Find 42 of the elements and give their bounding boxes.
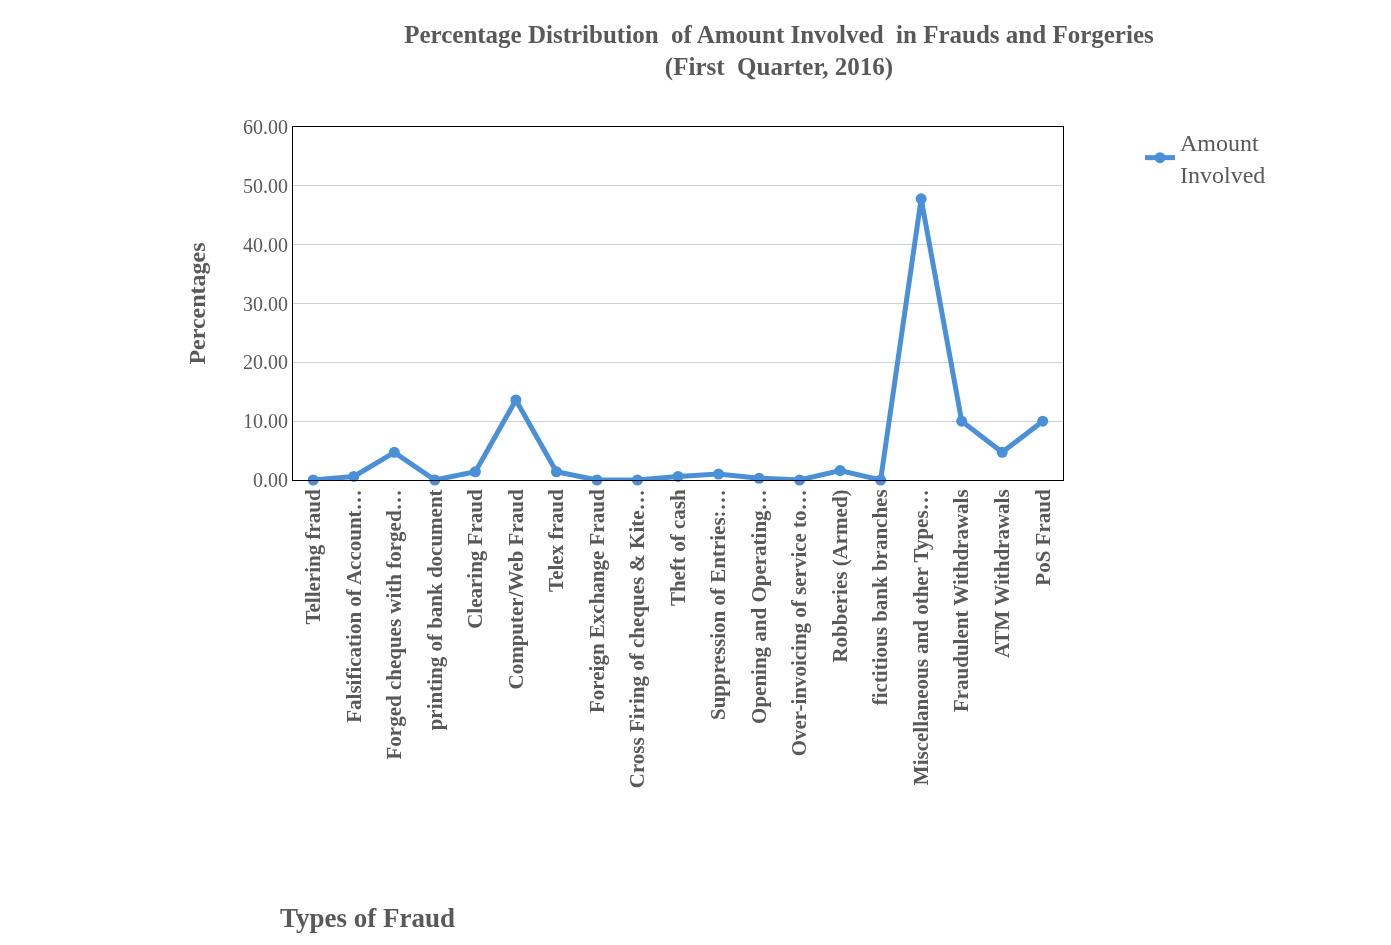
point: [550, 466, 562, 478]
point: [834, 465, 846, 477]
x-tick-label: ATM Withdrawals: [990, 489, 1015, 659]
y-tick-label: 20.00: [243, 351, 288, 374]
point: [956, 415, 968, 427]
chart-subtitle: (First Quarter, 2016): [664, 53, 894, 82]
x-tick-label: Computer/Web Fraud: [503, 489, 528, 690]
x-tick-label: Fraudulent Withdrawals: [949, 489, 974, 713]
y-tick-label: 50.00: [243, 174, 288, 197]
point: [915, 193, 927, 205]
x-tick-label: Clearing Fraud: [463, 489, 488, 629]
point: [469, 466, 481, 478]
x-tick-label: Theft of cash: [665, 489, 690, 607]
y-tick-label: 30.00: [243, 292, 288, 315]
x-tick-label: Over-invoicing of service to…: [787, 489, 812, 757]
point: [996, 446, 1008, 458]
text: Types of Fraud: [280, 903, 456, 933]
x-tick-label: Falsification of Account…: [341, 489, 366, 723]
x-tick-label: Suppression of Entries:…: [706, 489, 731, 721]
point: [510, 394, 522, 406]
y-axis-title: Percentages: [184, 242, 211, 365]
x-tick-label: fictitious bank branches: [868, 489, 893, 706]
x-tick-label: Opening and Operating…: [746, 489, 771, 724]
point: [348, 470, 360, 482]
point: [388, 446, 400, 458]
x-tick-label: Forged cheques with forged…: [382, 489, 407, 760]
chart-title: Percentage Distribution of Amount Involved in Frauds and Forgeries: [404, 20, 1154, 48]
legend-label: Amount Involved: [1180, 130, 1266, 188]
y-tick-label: 0.00: [253, 469, 288, 491]
x-tick-label: PoS Fraud: [1030, 489, 1055, 586]
x-tick-label: Tellering fraud: [301, 489, 326, 625]
x-tick-label: Robberies (Armed): [827, 489, 852, 663]
point: [713, 468, 725, 480]
point: [1037, 415, 1049, 427]
x-tick-label: Foreign Exchange Fraud: [584, 489, 609, 714]
x-tick-label: Miscellaneous and other Types…: [908, 489, 933, 786]
y-tick-label: 60.00: [243, 116, 288, 138]
x-tick-label: Telex fraud: [544, 489, 569, 592]
x-tick-label: printing of bank document: [422, 489, 447, 731]
y-tick-label: 10.00: [243, 410, 288, 433]
x-tick-label: Cross Firing of cheques & Kite…: [625, 489, 650, 789]
y-tick-label: 40.00: [243, 233, 288, 256]
